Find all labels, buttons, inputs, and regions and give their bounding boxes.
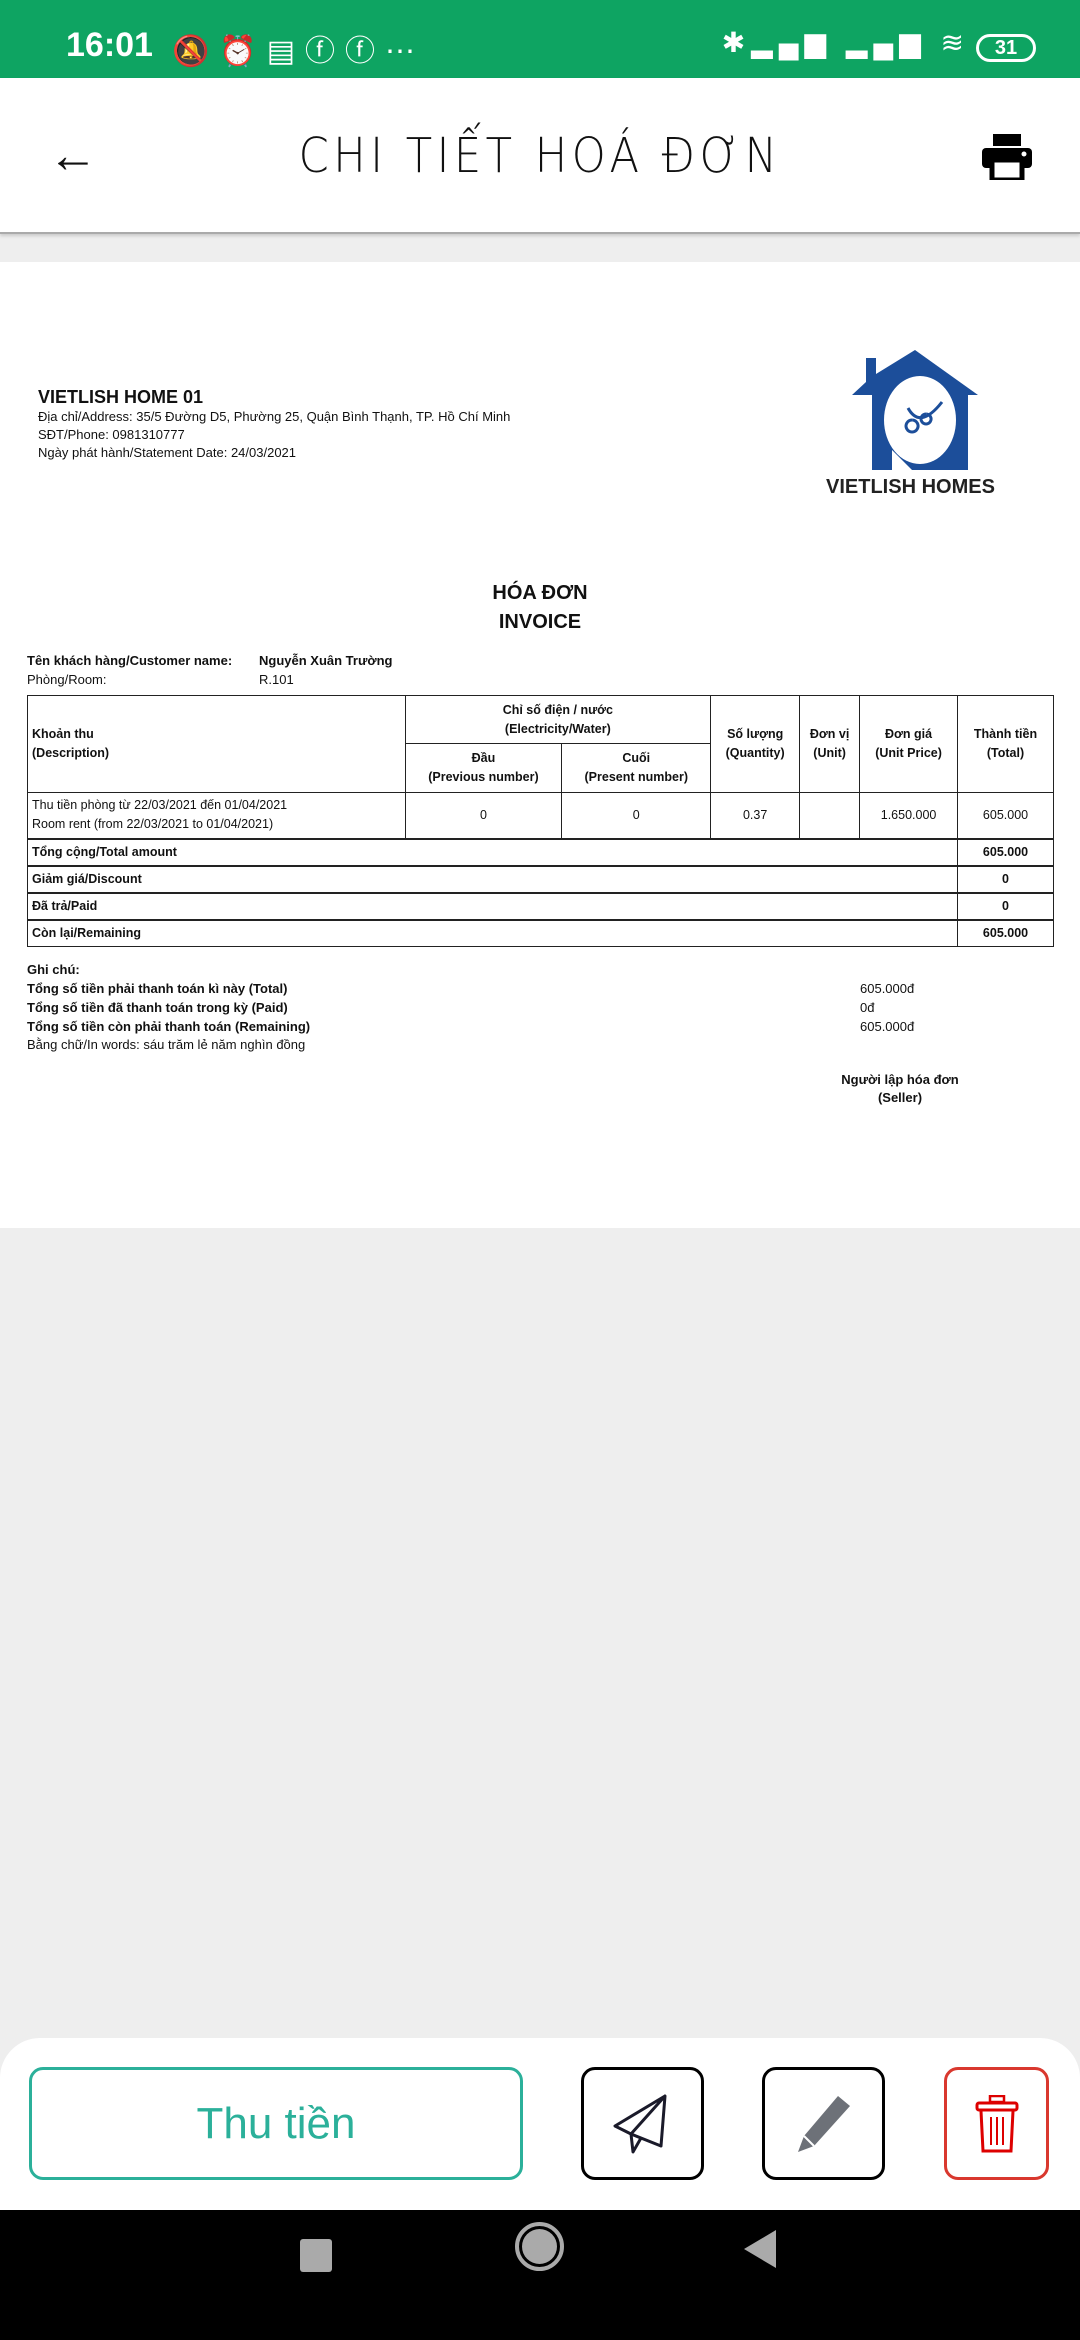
back-nav-icon[interactable] [742, 2230, 778, 2268]
notes-label: Ghi chú: [27, 962, 80, 977]
collect-payment-label: Thu tiền [196, 2098, 356, 2148]
page-title: CHI TIẾT HOÁ ĐƠN [298, 128, 782, 184]
header-description: Khoản thu (Description) [27, 695, 406, 793]
invoice-title-en: INVOICE [498, 611, 582, 633]
recent-apps-icon[interactable] [300, 2239, 332, 2272]
paper-plane-icon [613, 2094, 666, 2153]
battery-icon: 31 [976, 34, 1036, 62]
amount-in-words: Bằng chữ/In words: sáu trăm lẻ năm nghìn… [27, 1037, 306, 1052]
invoice-table: Khoản thu (Description) Chỉ số điện / nướ… [26, 695, 1054, 947]
action-bar: Thu tiền [0, 2038, 1080, 2210]
invoice-document: VIETLISH HOME 01 Địa chỉ/Address: 35/5 Đ… [0, 262, 1080, 1228]
invoice-title-vi: HÓA ĐƠN [492, 582, 588, 604]
note-total-value: 605.000đ [860, 981, 915, 996]
seller-label: Người lập hóa đơn [841, 1072, 959, 1087]
status-time: 16:01 [66, 26, 153, 64]
header-total: Thành tiền (Total) [957, 695, 1054, 793]
company-phone: SĐT/Phone: 0981310777 [38, 427, 185, 442]
trash-icon [975, 2094, 1018, 2152]
edit-button[interactable] [762, 2067, 885, 2180]
print-icon[interactable] [982, 134, 1032, 180]
room-label: Phòng/Room: [27, 672, 107, 687]
customer-name: Nguyễn Xuân Trường [259, 653, 393, 668]
note-remaining-value: 605.000đ [860, 1019, 915, 1034]
summary-row-discount: Giảm giá/Discount 0 [26, 864, 1054, 893]
logo-text: VIETLISH HOMES [826, 476, 995, 498]
status-bar: 16:01 🔕⏰▤ⓕⓕ⋯ ✱▂▄▆ ▂▄▆ ≋ 31 [0, 0, 1080, 78]
header-meter: Chỉ số điện / nước (Electricity/Water) [404, 695, 712, 744]
note-paid-label: Tổng số tiền đã thanh toán trong kỳ (Pai… [27, 1000, 288, 1015]
note-remaining-label: Tổng số tiền còn phải thanh toán (Remain… [27, 1019, 311, 1034]
header-quantity: Số lượng (Quantity) [710, 695, 801, 793]
seller-label-en: (Seller) [877, 1090, 923, 1105]
header-present: Cuối (Present number) [561, 743, 712, 793]
summary-row-total: Tổng cộng/Total amount 605.000 [26, 837, 1054, 866]
customer-label: Tên khách hàng/Customer name: [27, 653, 233, 668]
note-paid-value: 0đ [860, 1000, 875, 1015]
company-name: VIETLISH HOME 01 [38, 387, 204, 407]
system-nav-bar [0, 2210, 1080, 2340]
system-icons: ✱▂▄▆ ▂▄▆ ≋ [721, 27, 970, 58]
delete-button[interactable] [944, 2067, 1049, 2180]
room-value: R.101 [259, 672, 294, 687]
collect-payment-button[interactable]: Thu tiền [29, 2067, 523, 2180]
statement-date: Ngày phát hành/Statement Date: 24/03/202… [38, 445, 297, 460]
note-total-label: Tổng số tiền phải thanh toán kì này (Tot… [27, 981, 288, 996]
table-row: Thu tiền phòng từ 22/03/2021 đến 01/04/2… [27, 792, 1054, 839]
vietlish-logo [852, 350, 978, 470]
app-header: ← CHI TIẾT HOÁ ĐƠN [0, 78, 1080, 234]
header-previous: Đầu (Previous number) [404, 743, 563, 793]
summary-row-paid: Đã trả/Paid 0 [26, 891, 1054, 920]
header-unit: Đơn vị (Unit) [799, 695, 861, 793]
back-arrow-icon[interactable]: ← [48, 127, 98, 183]
company-address: Địa chỉ/Address: 35/5 Đường D5, Phường 2… [38, 409, 511, 424]
header-unit-price: Đơn giá (Unit Price) [859, 695, 959, 793]
notification-icons: 🔕⏰▤ⓕⓕ⋯ [172, 35, 426, 68]
home-icon[interactable] [515, 2222, 564, 2271]
send-button[interactable] [581, 2067, 704, 2180]
summary-row-remaining: Còn lại/Remaining 605.000 [26, 918, 1054, 947]
pencil-icon [797, 2095, 850, 2152]
